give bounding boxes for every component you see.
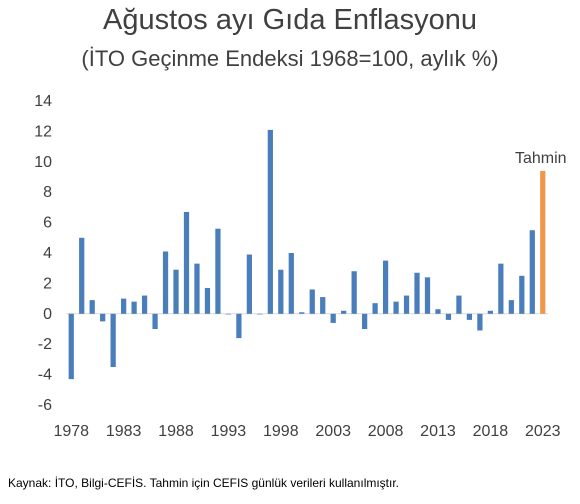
bar-forecast-2023 <box>540 170 546 314</box>
bar-1986 <box>152 313 158 329</box>
source-note: Kaynak: İTO, Bilgi-CEFİS. Tahmin için CE… <box>8 476 400 490</box>
bar-1982 <box>110 313 116 367</box>
bar-2005 <box>351 271 357 314</box>
bar-2019 <box>498 263 504 314</box>
bar-1994 <box>236 313 242 339</box>
x-tick-label: 2013 <box>420 423 456 440</box>
bar-2008 <box>382 260 389 314</box>
x-tick-label: 1983 <box>106 423 142 440</box>
bar-2018 <box>487 310 493 314</box>
annotations: Tahmin <box>515 150 567 167</box>
x-axis-ticks: 1978 1983 1988 1993 1998 2003 2008 2013 2018 2023 <box>53 423 560 440</box>
x-tick-label: 1988 <box>158 423 194 440</box>
bar-2020 <box>508 300 514 314</box>
bar-1985 <box>141 295 148 314</box>
x-tick-label: 2023 <box>525 423 561 440</box>
x-tick-label: 1978 <box>53 423 89 440</box>
y-tick-label: -2 <box>38 336 52 353</box>
y-axis-ticks: 14 12 10 8 6 4 2 0 -2 -4 -6 <box>34 93 52 414</box>
y-tick-label: 10 <box>34 154 52 171</box>
bar-1989 <box>183 211 190 314</box>
bar-2001 <box>309 289 315 314</box>
forecast-label: Tahmin <box>515 150 567 167</box>
bar-1996 <box>257 313 263 315</box>
x-tick-label: 1998 <box>263 423 299 440</box>
bar-1984 <box>131 301 137 314</box>
bar-2016 <box>466 313 473 320</box>
y-tick-label: 12 <box>34 123 52 140</box>
bar-1979 <box>79 237 85 314</box>
bar-2014 <box>445 313 452 320</box>
bar-2007 <box>372 303 378 314</box>
bar-2006 <box>362 313 368 329</box>
y-tick-label: 0 <box>43 306 52 323</box>
bar-1978 <box>68 313 74 380</box>
bar-1987 <box>162 251 169 314</box>
bar-2011 <box>414 272 420 314</box>
y-tick-label: 14 <box>34 93 52 110</box>
chart-subtitle: (İTO Geçinme Endeksi 1968=100, aylık %) <box>81 46 499 71</box>
bar-2002 <box>320 297 326 314</box>
bar-1992 <box>215 228 221 314</box>
y-tick-label: 2 <box>43 275 52 292</box>
bar-1999 <box>288 253 294 314</box>
bar-1983 <box>121 298 127 314</box>
x-tick-label: 2008 <box>368 423 404 440</box>
x-tick-label: 1993 <box>211 423 247 440</box>
bar-1997 <box>267 129 273 314</box>
bar-1990 <box>194 263 200 314</box>
bar-2010 <box>403 295 410 314</box>
bar-2013 <box>435 309 441 314</box>
bar-2012 <box>424 277 431 314</box>
bar-2009 <box>393 301 399 314</box>
y-tick-label: -6 <box>38 397 52 414</box>
bar-2021 <box>519 275 525 314</box>
chart-title: Ağustos ayı Gıda Enflasyonu <box>103 4 477 36</box>
bar-1991 <box>204 287 211 314</box>
bar-2017 <box>477 313 483 331</box>
bar-2004 <box>341 310 347 314</box>
bar-1980 <box>89 300 95 314</box>
x-tick-label: 2003 <box>315 423 351 440</box>
bar-1981 <box>100 313 106 322</box>
bar-series <box>68 129 546 380</box>
y-tick-label: 8 <box>43 184 52 201</box>
bar-1993 <box>225 313 232 315</box>
bar-1998 <box>278 269 284 314</box>
bar-2015 <box>456 295 462 314</box>
bar-2003 <box>330 313 336 323</box>
bar-1988 <box>173 269 179 314</box>
bar-2022 <box>529 230 535 314</box>
bar-1995 <box>246 254 252 314</box>
x-tick-label: 2018 <box>473 423 509 440</box>
y-tick-label: 4 <box>43 245 52 262</box>
y-tick-label: 6 <box>43 215 52 232</box>
bar-2000 <box>299 312 305 314</box>
y-tick-label: -4 <box>38 367 52 384</box>
